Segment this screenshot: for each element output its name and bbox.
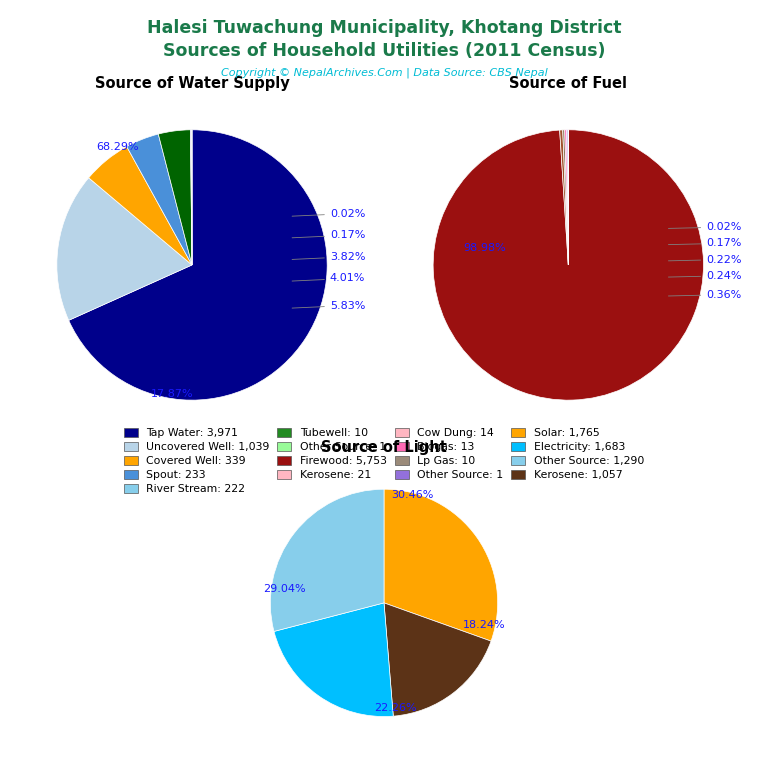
Wedge shape: [127, 134, 192, 265]
Text: 29.04%: 29.04%: [263, 584, 306, 594]
Title: Source of Light: Source of Light: [321, 441, 447, 455]
Wedge shape: [567, 130, 568, 265]
Wedge shape: [384, 603, 491, 717]
Text: 68.29%: 68.29%: [96, 142, 139, 152]
Wedge shape: [433, 130, 703, 400]
Wedge shape: [563, 130, 568, 265]
Text: Halesi Tuwachung Municipality, Khotang District: Halesi Tuwachung Municipality, Khotang D…: [147, 19, 621, 37]
Text: 17.87%: 17.87%: [151, 389, 193, 399]
Wedge shape: [564, 130, 568, 265]
Wedge shape: [560, 130, 568, 265]
Text: 0.17%: 0.17%: [292, 230, 366, 240]
Wedge shape: [57, 178, 192, 320]
Legend: Tap Water: 3,971, Uncovered Well: 1,039, Covered Well: 339, Spout: 233, River St: Tap Water: 3,971, Uncovered Well: 1,039,…: [121, 425, 647, 496]
Text: Sources of Household Utilities (2011 Census): Sources of Household Utilities (2011 Cen…: [163, 42, 605, 60]
Wedge shape: [384, 489, 498, 641]
Text: 0.02%: 0.02%: [292, 209, 366, 219]
Text: 3.82%: 3.82%: [292, 252, 366, 262]
Wedge shape: [270, 489, 384, 631]
Wedge shape: [274, 603, 393, 717]
Text: 4.01%: 4.01%: [292, 273, 366, 283]
Text: 0.36%: 0.36%: [668, 290, 741, 300]
Text: 5.83%: 5.83%: [292, 300, 366, 310]
Text: 22.26%: 22.26%: [374, 703, 417, 713]
Text: 0.02%: 0.02%: [668, 222, 742, 232]
Text: 30.46%: 30.46%: [391, 490, 434, 500]
Wedge shape: [88, 147, 192, 265]
Title: Source of Water Supply: Source of Water Supply: [94, 76, 290, 91]
Text: 0.24%: 0.24%: [668, 271, 742, 281]
Text: Copyright © NepalArchives.Com | Data Source: CBS Nepal: Copyright © NepalArchives.Com | Data Sou…: [220, 68, 548, 78]
Text: 0.22%: 0.22%: [668, 254, 742, 264]
Wedge shape: [158, 130, 192, 265]
Text: 0.17%: 0.17%: [668, 238, 742, 248]
Title: Source of Fuel: Source of Fuel: [509, 76, 627, 91]
Wedge shape: [68, 130, 327, 400]
Text: 98.98%: 98.98%: [463, 243, 506, 253]
Wedge shape: [190, 130, 192, 265]
Text: 18.24%: 18.24%: [462, 620, 505, 630]
